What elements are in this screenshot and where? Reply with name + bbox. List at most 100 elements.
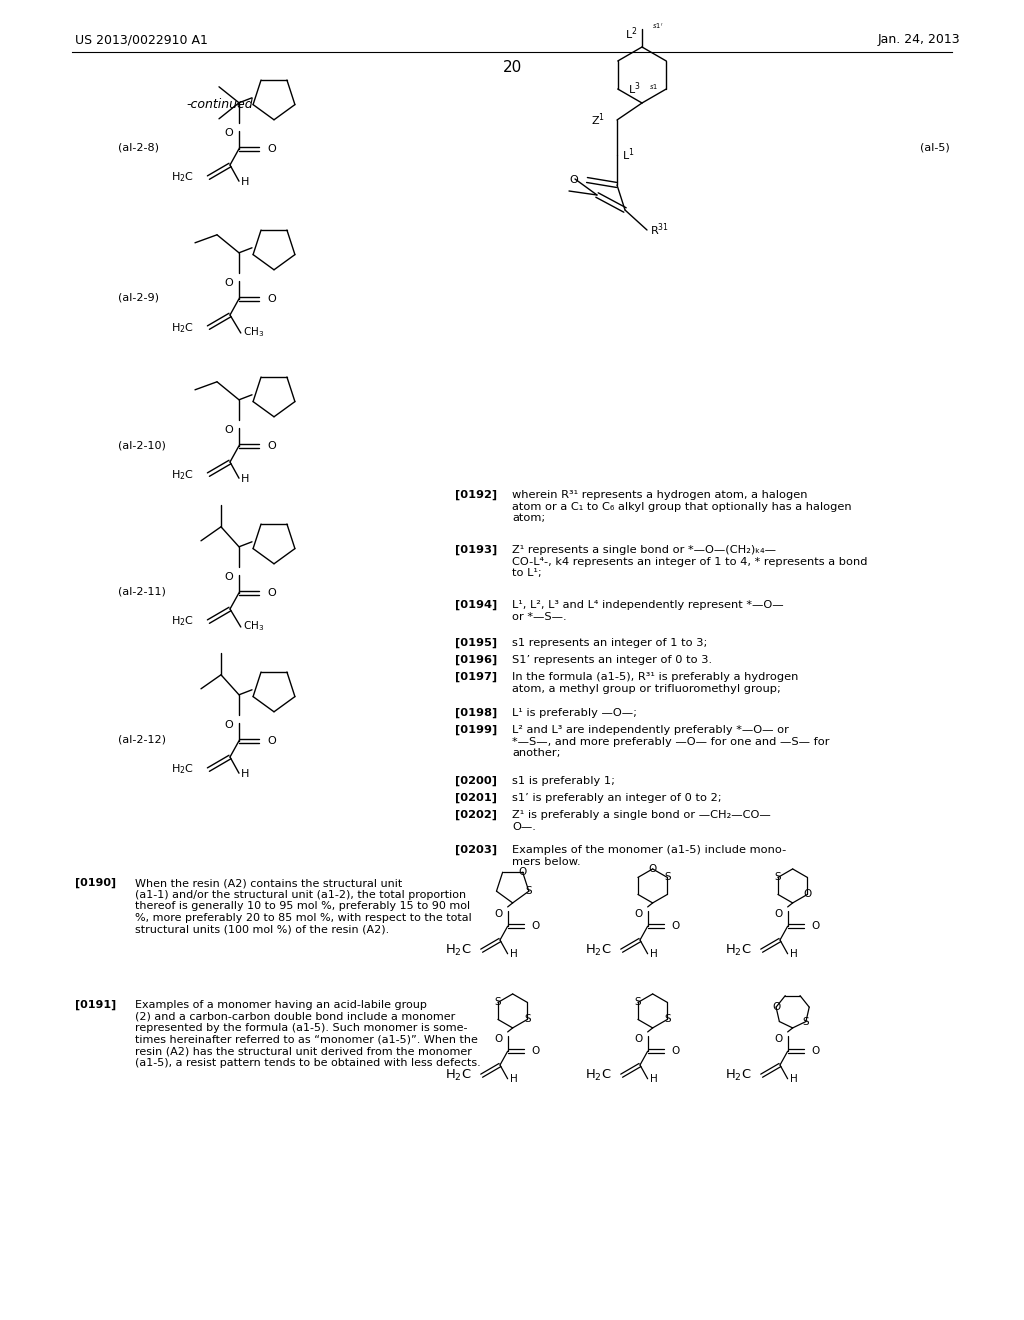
- Text: (al-2-11): (al-2-11): [118, 587, 166, 597]
- Text: O: O: [635, 909, 643, 919]
- Text: $_{s1^{\prime}}$: $_{s1^{\prime}}$: [652, 22, 664, 32]
- Text: H: H: [790, 1073, 798, 1084]
- Text: (al-2-8): (al-2-8): [118, 143, 159, 153]
- Text: Examples of the monomer (a1-5) include mono-
mers below.: Examples of the monomer (a1-5) include m…: [512, 845, 786, 867]
- Text: wherein R³¹ represents a hydrogen atom, a halogen
atom or a C₁ to C₆ alkyl group: wherein R³¹ represents a hydrogen atom, …: [512, 490, 852, 523]
- Text: O: O: [224, 572, 233, 582]
- Text: O: O: [268, 735, 276, 746]
- Text: L¹ is preferably —O—;: L¹ is preferably —O—;: [512, 708, 637, 718]
- Text: H: H: [241, 770, 250, 779]
- Text: O: O: [635, 1034, 643, 1044]
- Text: O: O: [224, 277, 233, 288]
- Text: H$_2$C: H$_2$C: [725, 944, 752, 958]
- Text: H: H: [649, 949, 657, 958]
- Text: O: O: [531, 1047, 540, 1056]
- Text: [0195]: [0195]: [455, 638, 497, 648]
- Text: O: O: [774, 909, 782, 919]
- Text: [0191]: [0191]: [75, 1001, 117, 1010]
- Text: S: S: [664, 873, 671, 883]
- Text: S: S: [495, 998, 501, 1007]
- Text: [0196]: [0196]: [455, 655, 498, 665]
- Text: H$_2$C: H$_2$C: [725, 1068, 752, 1084]
- Text: L² and L³ are independently preferably *—O— or
*—S—, and more preferably —O— for: L² and L³ are independently preferably *…: [512, 725, 829, 758]
- Text: O: O: [224, 425, 233, 434]
- Text: s1 is preferably 1;: s1 is preferably 1;: [512, 776, 615, 785]
- Text: Jan. 24, 2013: Jan. 24, 2013: [878, 33, 961, 46]
- Text: s1 represents an integer of 1 to 3;: s1 represents an integer of 1 to 3;: [512, 638, 708, 648]
- Text: CH$_3$: CH$_3$: [243, 619, 264, 634]
- Text: s1’ is preferably an integer of 0 to 2;: s1’ is preferably an integer of 0 to 2;: [512, 793, 722, 803]
- Text: [0190]: [0190]: [75, 878, 116, 888]
- Text: [0193]: [0193]: [455, 545, 498, 556]
- Text: O: O: [672, 1047, 680, 1056]
- Text: O: O: [531, 921, 540, 931]
- Text: L¹, L², L³ and L⁴ independently represent *—O—
or *—S—.: L¹, L², L³ and L⁴ independently represen…: [512, 601, 783, 622]
- Text: O: O: [495, 909, 503, 919]
- Text: S: S: [664, 1015, 671, 1024]
- Text: H$_2$C: H$_2$C: [585, 1068, 611, 1084]
- Text: H$_2$C: H$_2$C: [171, 170, 195, 185]
- Text: S: S: [803, 1016, 809, 1027]
- Text: O: O: [803, 890, 811, 899]
- Text: O: O: [569, 176, 578, 185]
- Text: When the resin (A2) contains the structural unit
(a1-1) and/or the structural un: When the resin (A2) contains the structu…: [135, 878, 472, 935]
- Text: H: H: [241, 474, 250, 484]
- Text: H: H: [241, 177, 250, 187]
- Text: [0198]: [0198]: [455, 708, 498, 718]
- Text: H$_2$C: H$_2$C: [171, 321, 195, 334]
- Text: L$^1$: L$^1$: [622, 147, 635, 164]
- Text: Z$^1$: Z$^1$: [591, 112, 605, 128]
- Text: [0197]: [0197]: [455, 672, 497, 682]
- Text: S: S: [774, 873, 781, 883]
- Text: H$_2$C: H$_2$C: [171, 467, 195, 482]
- Text: [0203]: [0203]: [455, 845, 497, 855]
- Text: O: O: [518, 867, 526, 878]
- Text: S: S: [524, 1015, 530, 1024]
- Text: H: H: [790, 949, 798, 958]
- Text: S: S: [525, 886, 532, 896]
- Text: In the formula (a1-5), R³¹ is preferably a hydrogen
atom, a methyl group or trif: In the formula (a1-5), R³¹ is preferably…: [512, 672, 799, 693]
- Text: Z¹ is preferably a single bond or —CH₂—CO—
O—.: Z¹ is preferably a single bond or —CH₂—C…: [512, 810, 771, 832]
- Text: [0201]: [0201]: [455, 793, 497, 804]
- Text: H$_2$C: H$_2$C: [585, 944, 611, 958]
- Text: O: O: [772, 1002, 780, 1012]
- Text: O: O: [268, 587, 276, 598]
- Text: US 2013/0022910 A1: US 2013/0022910 A1: [75, 33, 208, 46]
- Text: O: O: [268, 441, 276, 451]
- Text: H: H: [510, 949, 517, 958]
- Text: [0192]: [0192]: [455, 490, 497, 500]
- Text: O: O: [648, 863, 656, 874]
- Text: H: H: [649, 1073, 657, 1084]
- Text: O: O: [224, 719, 233, 730]
- Text: R$^{31}$: R$^{31}$: [650, 222, 669, 238]
- Text: H$_2$C: H$_2$C: [171, 763, 195, 776]
- Text: $_{s1}$: $_{s1}$: [649, 82, 658, 92]
- Text: H$_2$C: H$_2$C: [171, 615, 195, 628]
- Text: CH$_3$: CH$_3$: [243, 325, 264, 339]
- Text: Examples of a monomer having an acid-labile group
(2) and a carbon-carbon double: Examples of a monomer having an acid-lab…: [135, 1001, 480, 1068]
- Text: O: O: [268, 294, 276, 304]
- Text: (al-5): (al-5): [920, 143, 949, 153]
- Text: 20: 20: [503, 61, 521, 75]
- Text: -continued: -continued: [186, 99, 253, 111]
- Text: H$_2$C: H$_2$C: [445, 944, 471, 958]
- Text: [0194]: [0194]: [455, 601, 498, 610]
- Text: S1’ represents an integer of 0 to 3.: S1’ represents an integer of 0 to 3.: [512, 655, 712, 665]
- Text: O: O: [672, 921, 680, 931]
- Text: O: O: [268, 144, 276, 154]
- Text: H$_2$C: H$_2$C: [445, 1068, 471, 1084]
- Text: (al-2-9): (al-2-9): [118, 293, 159, 304]
- Text: O: O: [811, 1047, 820, 1056]
- Text: O: O: [224, 128, 233, 137]
- Text: [0202]: [0202]: [455, 810, 497, 820]
- Text: O: O: [811, 921, 820, 931]
- Text: O: O: [774, 1034, 782, 1044]
- Text: (al-2-12): (al-2-12): [118, 735, 166, 744]
- Text: Z¹ represents a single bond or *—O—(CH₂)ₖ₄—
CO-L⁴-, k4 represents an integer of : Z¹ represents a single bond or *—O—(CH₂)…: [512, 545, 867, 578]
- Text: L$^2$: L$^2$: [625, 25, 637, 42]
- Text: [0199]: [0199]: [455, 725, 498, 735]
- Text: O: O: [495, 1034, 503, 1044]
- Text: (al-2-10): (al-2-10): [118, 440, 166, 450]
- Text: S: S: [635, 998, 641, 1007]
- Text: [0200]: [0200]: [455, 776, 497, 787]
